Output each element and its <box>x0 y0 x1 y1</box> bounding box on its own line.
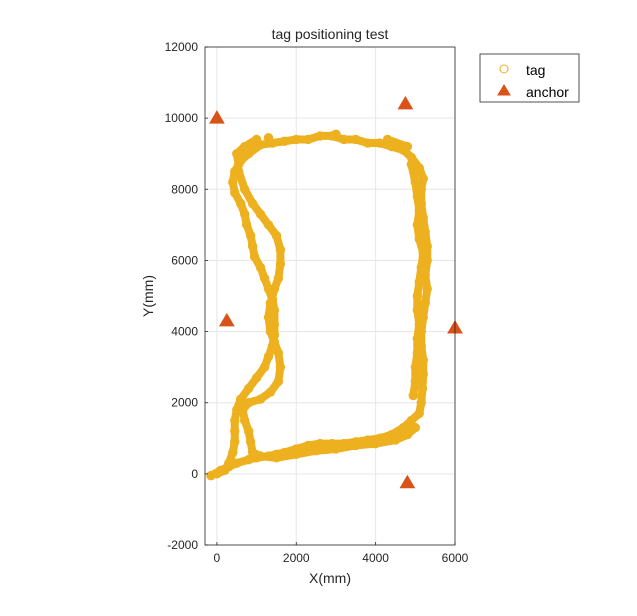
tag-trace-segment <box>409 377 420 400</box>
x-axis-label: X(mm) <box>309 570 351 586</box>
tag-trace-segment <box>383 135 412 151</box>
x-tick-label: 2000 <box>283 551 310 565</box>
anchor-point <box>209 110 225 124</box>
y-tick-label: -2000 <box>167 538 198 552</box>
y-axis-label: Y(mm) <box>140 275 156 317</box>
legend-anchor-label: anchor <box>526 84 569 100</box>
axes-box <box>204 46 456 546</box>
tick-layer: 0 2000 4000 6000 -2000 0 2000 4000 6000 8000 10000… <box>165 40 469 565</box>
y-tick-label: 6000 <box>171 253 198 267</box>
legend-tag-label: tag <box>526 62 545 78</box>
data-layer <box>206 95 463 489</box>
tag-trace-segment <box>403 423 420 439</box>
legend-anchor-marker <box>497 84 511 96</box>
x-tick-label: 6000 <box>442 551 469 565</box>
y-tick-label: 12000 <box>165 40 199 54</box>
anchor-point <box>218 312 235 327</box>
tag-trace-segment <box>232 149 243 169</box>
x-tick-label: 4000 <box>362 551 389 565</box>
y-tick-label: 0 <box>191 467 198 481</box>
y-tick-label: 8000 <box>171 182 198 196</box>
y-tick-label: 10000 <box>165 111 199 125</box>
chart-title: tag positioning test <box>272 26 389 42</box>
legend-tag-marker <box>499 64 509 74</box>
y-tick-label: 2000 <box>171 396 198 410</box>
anchor-point <box>399 474 416 489</box>
legend: tag anchor <box>479 53 580 103</box>
anchor-point <box>397 95 414 110</box>
y-tick-label: 4000 <box>171 325 198 339</box>
tag-trace-segment <box>212 466 229 478</box>
legend-box <box>479 53 580 103</box>
x-tick-label: 0 <box>214 551 221 565</box>
